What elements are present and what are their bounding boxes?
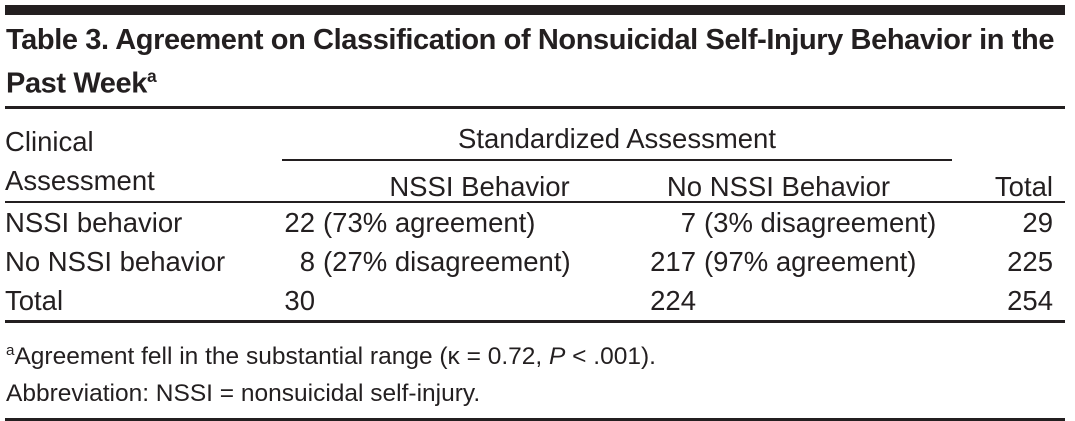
nssi-note: (73% agreement) xyxy=(323,206,536,238)
row-total: 29 xyxy=(1022,206,1053,238)
spanner-column-group: Standardized Assessment NSSI Behavior No… xyxy=(282,115,952,202)
nssi-count: 22 xyxy=(284,206,315,238)
cell-nssi: 22 (73% agreement) xyxy=(282,203,619,242)
no-nssi-count: 7 xyxy=(680,206,696,238)
cell-no-nssi: 7 (3% disagreement) xyxy=(619,203,952,242)
table-title-footnote-marker: a xyxy=(146,66,157,86)
no-nssi-note: (97% agreement) xyxy=(704,245,917,277)
table-title-text: Table 3. Agreement on Classification of … xyxy=(6,24,1055,100)
row-label: No NSSI behavior xyxy=(5,245,226,277)
footnote-a: aAgreement fell in the substantial range… xyxy=(6,332,1065,375)
footnote-a-text-end: < .001). xyxy=(565,342,656,370)
cell-nssi: 30 xyxy=(282,281,619,320)
stub-column-header: Clinical Assessment xyxy=(5,125,155,196)
nssi-count: 8 xyxy=(299,245,315,277)
table-row-total: Total 30 224 254 xyxy=(5,281,1065,320)
footnote-a-marker: a xyxy=(6,341,15,359)
footnote-a-text: Agreement fell in the substantial range … xyxy=(14,342,550,370)
column-header-total: Total xyxy=(994,170,1053,202)
abbreviation-note: Abbreviation: NSSI = nonsuicidal self-in… xyxy=(6,379,481,407)
cell-no-nssi: 224 xyxy=(619,281,952,320)
title-rule xyxy=(5,105,1065,109)
table-body: NSSI behavior 22 (73% agreement) 7 (3% dis… xyxy=(5,203,1065,320)
row-label: NSSI behavior xyxy=(5,206,183,238)
nssi-note: (27% disagreement) xyxy=(323,245,571,277)
nssi-count: 30 xyxy=(284,284,315,316)
table-row: No NSSI behavior 8 (27% disagreement) 217… xyxy=(5,242,1065,281)
column-header-no-nssi-behavior: No NSSI Behavior xyxy=(666,170,891,202)
footnotes: aAgreement fell in the substantial range… xyxy=(5,323,1065,412)
row-total: 254 xyxy=(1007,284,1053,316)
no-nssi-count: 217 xyxy=(650,245,696,277)
column-header-nssi-behavior: NSSI Behavior xyxy=(389,170,570,202)
top-rule-thick xyxy=(5,5,1065,15)
cell-nssi: 8 (27% disagreement) xyxy=(282,242,619,281)
footer-rule xyxy=(5,417,1065,421)
table-row: NSSI behavior 22 (73% agreement) 7 (3% dis… xyxy=(5,203,1065,242)
row-label: Total xyxy=(5,284,64,316)
table-title: Table 3. Agreement on Classification of … xyxy=(5,15,1065,106)
table-bottom-rule xyxy=(5,319,1065,323)
footnote-a-stat-symbol: P xyxy=(549,342,566,370)
spanner-header: Standardized Assessment xyxy=(282,115,952,161)
row-total: 225 xyxy=(1007,245,1053,277)
sub-column-row: NSSI Behavior No NSSI Behavior xyxy=(282,161,952,202)
cell-no-nssi: 217 (97% agreement) xyxy=(619,242,952,281)
table-header: Clinical Assessment Standardized Assessm… xyxy=(5,109,1065,203)
no-nssi-note: (3% disagreement) xyxy=(704,206,937,238)
no-nssi-count: 224 xyxy=(650,284,696,316)
